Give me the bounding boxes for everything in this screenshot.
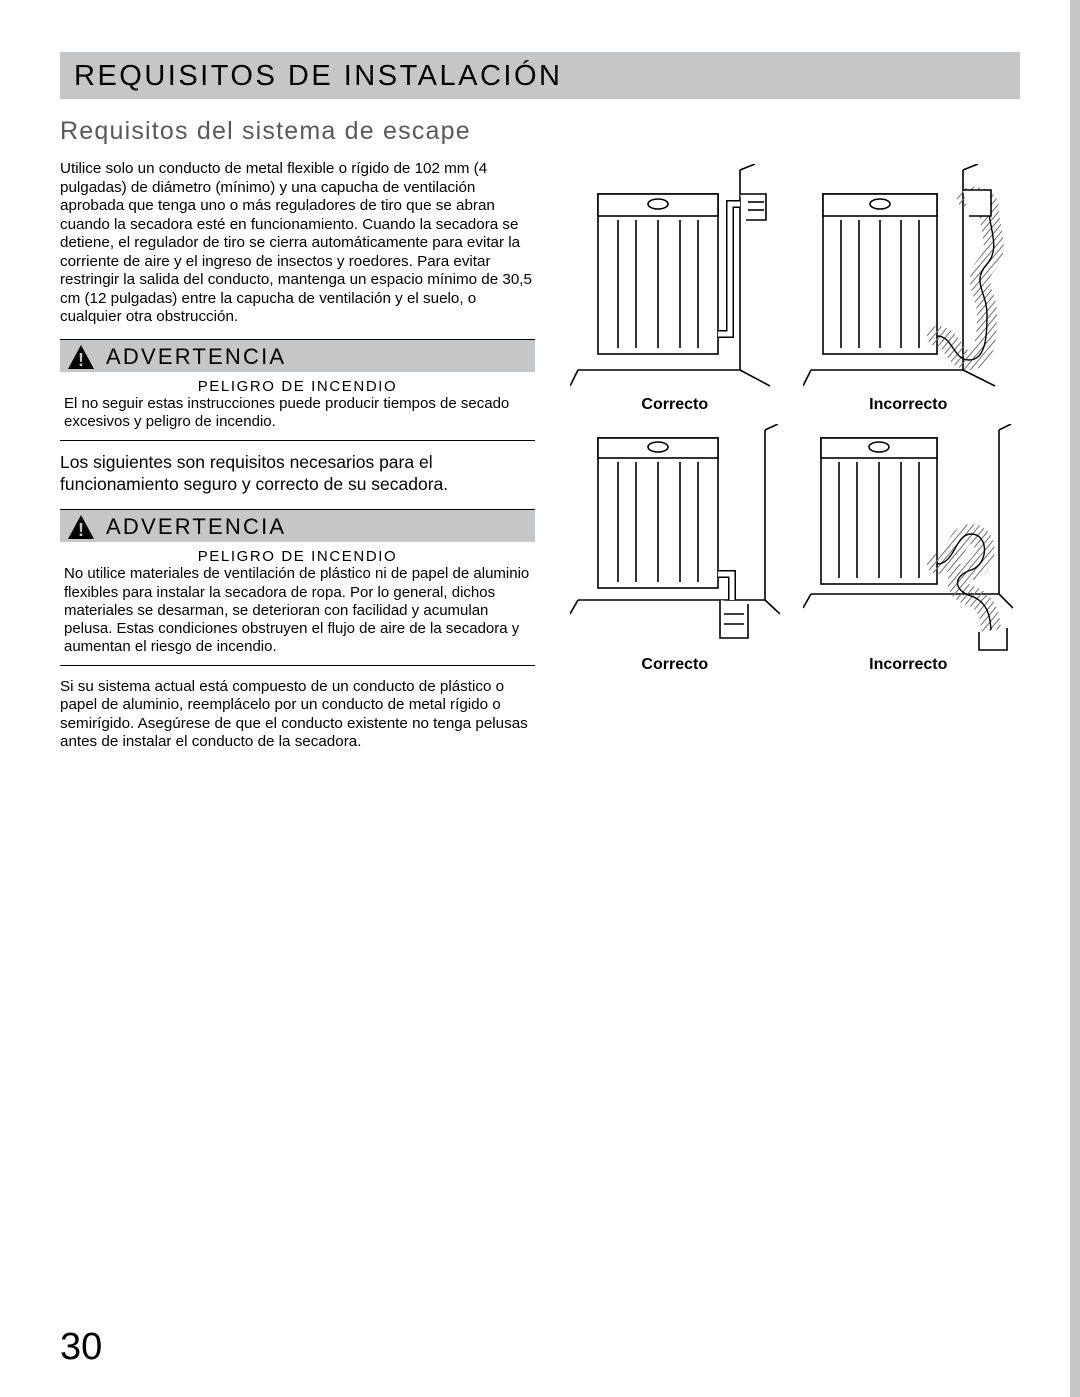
section-header-band: REQUISITOS DE INSTALACIÓN xyxy=(60,52,1020,99)
svg-text:!: ! xyxy=(78,350,84,370)
outro-paragraph: Si su sistema actual está compuesto de u… xyxy=(60,678,535,752)
figure-correct-floor: Correcto xyxy=(563,424,787,674)
figure-incorrect-floor: Incorrecto xyxy=(797,424,1021,674)
figure-label: Correcto xyxy=(641,656,708,674)
mid-paragraph: Los siguientes son requisitos necesarios… xyxy=(60,451,535,496)
warning-title-2: ADVERTENCIA xyxy=(106,514,286,540)
intro-paragraph: Utilice solo un conducto de metal flexib… xyxy=(60,160,535,327)
warning-head-2: ! ADVERTENCIA xyxy=(60,510,535,542)
warning-box-2: ! ADVERTENCIA PELIGRO DE INCENDIO No uti… xyxy=(60,509,535,665)
warning-head-1: ! ADVERTENCIA xyxy=(60,340,535,372)
warning-box-1: ! ADVERTENCIA PELIGRO DE INCENDIO El no … xyxy=(60,339,535,441)
figure-grid: Correcto xyxy=(563,164,1020,674)
right-column-figures: Correcto xyxy=(563,160,1020,762)
dryer-diagram-icon xyxy=(803,424,1013,654)
warning-icon: ! xyxy=(66,514,96,540)
figure-label: Incorrecto xyxy=(869,656,947,674)
dryer-diagram-icon xyxy=(570,164,780,394)
dryer-diagram-icon xyxy=(803,164,1013,394)
figure-incorrect-side: Incorrecto xyxy=(797,164,1021,414)
two-column-layout: Utilice solo un conducto de metal flexib… xyxy=(60,160,1020,762)
figure-label: Incorrecto xyxy=(869,396,947,414)
warning-subtitle-2: PELIGRO DE INCENDIO xyxy=(60,542,535,565)
warning-subtitle-1: PELIGRO DE INCENDIO xyxy=(60,372,535,395)
section-header: REQUISITOS DE INSTALACIÓN xyxy=(74,60,1006,93)
svg-text:!: ! xyxy=(78,520,84,540)
warning-body-1: El no seguir estas instrucciones puede p… xyxy=(60,395,535,440)
section-subhead: Requisitos del sistema de escape xyxy=(60,117,1020,146)
page-number: 30 xyxy=(60,1326,102,1369)
figure-correct-side: Correcto xyxy=(563,164,787,414)
left-column: Utilice solo un conducto de metal flexib… xyxy=(60,160,535,762)
warning-title-1: ADVERTENCIA xyxy=(106,344,286,370)
figure-label: Correcto xyxy=(641,396,708,414)
warning-icon: ! xyxy=(66,344,96,370)
dryer-diagram-icon xyxy=(570,424,780,654)
page: REQUISITOS DE INSTALACIÓN Requisitos del… xyxy=(0,0,1080,1397)
warning-body-2: No utilice materiales de ventilación de … xyxy=(60,565,535,664)
right-gutter-band xyxy=(1070,0,1080,1397)
